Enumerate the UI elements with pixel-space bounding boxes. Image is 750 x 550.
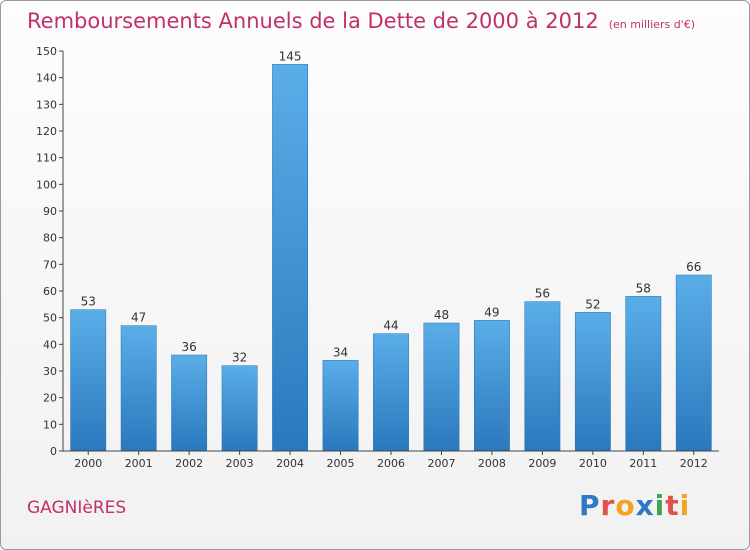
- value-label-2011: 58: [636, 281, 651, 295]
- place-name: GAGNIèRES: [27, 498, 127, 518]
- bar-2007: [423, 322, 460, 452]
- bar-2010: [574, 312, 611, 452]
- value-label-2012: 66: [686, 260, 701, 274]
- value-labels: 53 47 36 32 145 34 44 48 49 56 52 58 66: [81, 49, 702, 364]
- y-tick-label: 60: [43, 285, 57, 298]
- bar-2002: [171, 354, 208, 452]
- x-tick-label-2012: 2012: [680, 457, 708, 470]
- chart-subtitle: (en milliers d'€): [608, 18, 695, 31]
- bar-2000: [70, 309, 107, 452]
- x-tick-label-2001: 2001: [125, 457, 153, 470]
- x-tick-label-2010: 2010: [579, 457, 607, 470]
- y-tick-label: 90: [43, 205, 57, 218]
- y-tick-label: 20: [43, 392, 57, 405]
- bar-2003: [221, 365, 258, 452]
- y-tick-label: 110: [36, 152, 57, 165]
- x-tick-label-2008: 2008: [478, 457, 506, 470]
- bar-2008: [474, 320, 510, 452]
- value-label-2000: 53: [81, 295, 96, 309]
- x-tick-label-2009: 2009: [528, 457, 556, 470]
- value-label-2001: 47: [131, 311, 146, 325]
- bars-group: [70, 64, 712, 452]
- value-label-2003: 32: [232, 351, 247, 365]
- value-label-2008: 49: [484, 305, 499, 319]
- value-label-2010: 52: [585, 297, 600, 311]
- proxiti-logo: Proxiti: [579, 489, 691, 522]
- chart-title: Remboursements Annuels de la Dette de 20…: [27, 9, 695, 33]
- x-tick-label-2004: 2004: [276, 457, 304, 470]
- x-tick-label-2000: 2000: [74, 457, 102, 470]
- y-tick-label: 10: [43, 418, 57, 431]
- y-tick-label: 80: [43, 232, 57, 245]
- value-label-2004: 145: [279, 49, 302, 63]
- y-tick-label: 150: [36, 45, 57, 58]
- bar-2009: [524, 301, 561, 452]
- bar-2005: [322, 360, 359, 452]
- y-tick-label: 120: [36, 125, 57, 138]
- value-label-2007: 48: [434, 308, 449, 322]
- x-axis-labels: 2000 2001 2002 2003 2004 2005 2006 2007 2008 2009…: [74, 451, 708, 470]
- y-tick-label: 30: [43, 365, 57, 378]
- x-tick-label-2002: 2002: [175, 457, 203, 470]
- bar-2006: [373, 333, 409, 452]
- y-tick-label: 50: [43, 312, 57, 325]
- bar-2012: [675, 274, 712, 452]
- bar-2011: [625, 296, 662, 452]
- y-tick-label: 100: [36, 178, 57, 191]
- chart-title-text: Remboursements Annuels de la Dette de 20…: [27, 9, 599, 33]
- y-axis-ticks: 0 10 20 30 40 50 60 70 80 90 100 110 120 130 140 150: [36, 45, 63, 458]
- x-tick-label-2007: 2007: [427, 457, 455, 470]
- y-tick-label: 70: [43, 258, 57, 271]
- value-label-2005: 34: [333, 345, 348, 359]
- value-label-2009: 56: [535, 287, 550, 301]
- y-tick-label: 40: [43, 338, 57, 351]
- x-tick-label-2006: 2006: [377, 457, 405, 470]
- x-tick-label-2011: 2011: [629, 457, 657, 470]
- y-tick-label: 140: [36, 72, 57, 85]
- x-tick-label-2005: 2005: [327, 457, 355, 470]
- value-label-2006: 44: [383, 319, 398, 333]
- y-tick-label: 0: [50, 445, 57, 458]
- y-tick-label: 130: [36, 98, 57, 111]
- bar-2004: [272, 64, 308, 452]
- bar-2001: [120, 325, 157, 452]
- value-label-2002: 36: [182, 340, 197, 354]
- x-tick-label-2003: 2003: [226, 457, 254, 470]
